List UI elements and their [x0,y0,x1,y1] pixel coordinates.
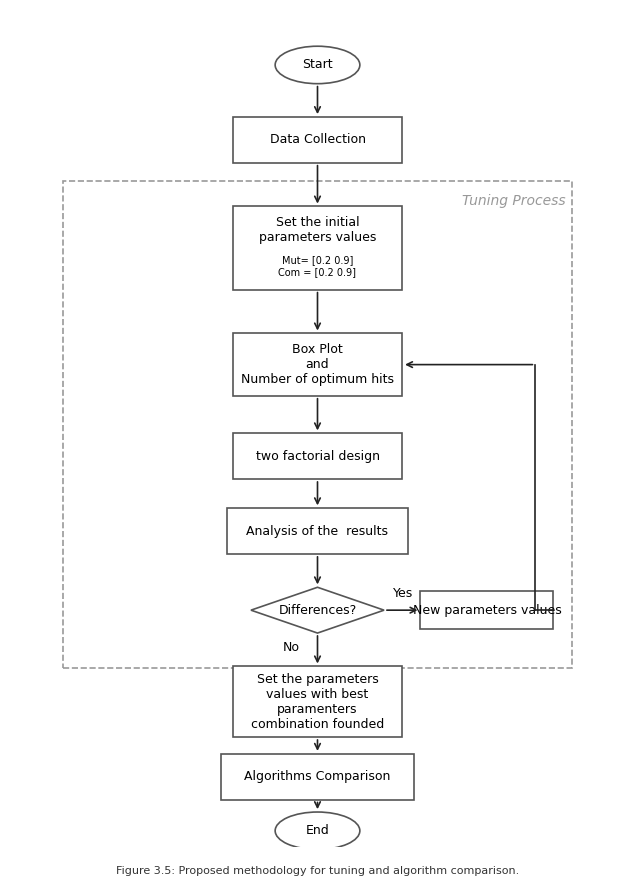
Text: Figure 3.5: Proposed methodology for tuning and algorithm comparison.: Figure 3.5: Proposed methodology for tun… [116,866,519,876]
FancyBboxPatch shape [233,433,402,479]
Text: No: No [283,642,299,655]
FancyBboxPatch shape [233,117,402,163]
FancyBboxPatch shape [233,207,402,290]
Ellipse shape [275,812,360,849]
FancyBboxPatch shape [227,508,408,554]
Ellipse shape [275,47,360,84]
Text: Start: Start [302,58,333,71]
Text: Data Collection: Data Collection [269,134,366,146]
Text: Set the initial
parameters values: Set the initial parameters values [259,216,376,244]
Text: Set the parameters
values with best
paramenters
combination founded: Set the parameters values with best para… [251,672,384,730]
Text: Mut= [0.2 0.9]
Com = [0.2 0.9]: Mut= [0.2 0.9] Com = [0.2 0.9] [279,255,356,277]
FancyBboxPatch shape [420,591,554,629]
Text: two factorial design: two factorial design [255,450,380,463]
Text: Algorithms Comparison: Algorithms Comparison [244,770,391,783]
Text: End: End [305,825,330,837]
Text: New parameters values: New parameters values [413,604,561,617]
FancyBboxPatch shape [233,334,402,396]
FancyBboxPatch shape [221,754,414,800]
Text: Tuning Process: Tuning Process [462,194,566,208]
Text: Yes: Yes [393,587,413,600]
Text: Differences?: Differences? [278,604,357,617]
FancyBboxPatch shape [233,666,402,737]
Text: Box Plot
and
Number of optimum hits: Box Plot and Number of optimum hits [241,343,394,386]
Text: Analysis of the  results: Analysis of the results [246,524,389,538]
Polygon shape [251,587,384,633]
